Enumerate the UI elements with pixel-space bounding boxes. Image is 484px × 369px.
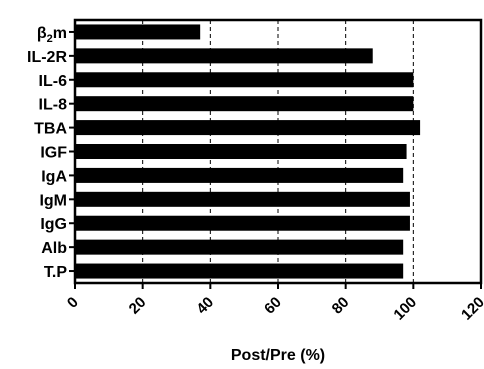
bar-IGF [75,144,407,159]
x-tick-label: 0 [64,294,82,312]
x-tick-label: 80 [329,294,353,318]
bar-IL-8 [75,96,414,112]
category-label: IGF [40,145,67,162]
x-tick-label: 100 [390,294,420,324]
bar-T.P [75,263,404,279]
category-label: IgG [40,216,67,233]
category-label: Alb [41,240,67,257]
bar-IgM [75,191,410,207]
bar-IL-2R [75,48,373,64]
category-label: T.P [44,264,67,281]
x-tick-label: 120 [458,294,484,324]
bar-IgG [75,215,410,231]
category-labels: β2m IL-2R IL-6 IL-8 TBA IGF IgA IgM IgG Alb T.P [27,25,75,281]
x-tick-label: 60 [261,294,285,318]
x-tick-label: 20 [126,294,150,318]
bar-β2m [75,24,201,40]
category-label: IL-6 [39,73,68,90]
category-label: β2m [37,25,67,45]
bar-TBA [75,120,421,136]
category-label: IL-8 [39,97,68,114]
x-tick-label: 40 [193,294,217,318]
category-label: IgM [39,192,67,209]
bars [75,24,421,279]
x-tick-labels: 0 20 40 60 80 100 120 [64,283,484,324]
x-axis-title: Post/Pre (%) [231,347,325,364]
bar-IL-6 [75,72,414,88]
category-label: IL-2R [27,49,67,66]
category-label: TBA [34,121,67,138]
grid-lines [142,20,414,283]
bar-IgA [75,167,404,183]
bar-Alb [75,239,404,255]
category-label: IgA [41,168,67,185]
